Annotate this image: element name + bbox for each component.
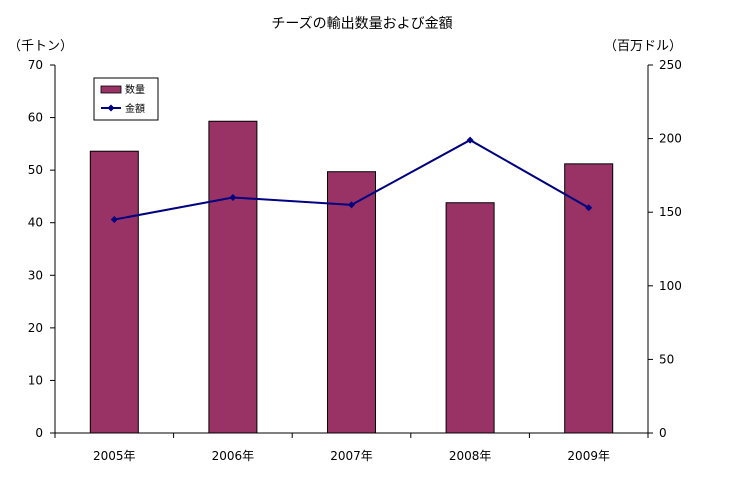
tick-labels: 0 10 20 30 40 50 60 70 0 50 100 150 200 250 2005年 2006年… (28, 58, 682, 463)
x-tick-label: 2007年 (330, 449, 373, 463)
right-tick-label: 50 (659, 352, 674, 366)
right-axis-unit-label: （百万ドル） (604, 39, 682, 54)
bar-series (89, 120, 614, 434)
legend-bar-swatch (100, 85, 122, 94)
line-point-2007年 (348, 201, 355, 209)
legend-line-marker (107, 104, 115, 112)
legend-label-quantity: 数量 (125, 83, 145, 96)
bar-2007年 (327, 171, 376, 434)
left-tick-label: 30 (28, 268, 43, 282)
line-series (110, 136, 593, 224)
line-point-2009年 (585, 204, 593, 212)
line-point-2008年 (466, 136, 474, 144)
right-tick-label: 0 (659, 426, 667, 440)
bar-2008年 (445, 202, 495, 434)
axes (50, 64, 653, 438)
right-tick-label: 250 (659, 58, 682, 72)
right-tick-label: 100 (659, 279, 682, 293)
x-tick-label: 2009年 (567, 449, 610, 463)
chart-title: チーズの輸出数量および金額 (271, 16, 452, 32)
bar-2006年 (208, 120, 258, 434)
legend: 数量 金額 (93, 77, 159, 121)
legend-label-amount: 金額 (125, 102, 145, 115)
line-point-2006年 (229, 193, 237, 201)
left-tick-label: 20 (28, 321, 43, 335)
left-axis-unit-label: （千トン） (8, 39, 73, 54)
left-tick-label: 50 (28, 163, 43, 177)
right-tick-label: 150 (659, 205, 682, 219)
left-tick-label: 10 (28, 373, 43, 387)
x-tick-label: 2006年 (212, 449, 255, 463)
left-tick-label: 60 (28, 111, 43, 125)
right-tick-label: 200 (659, 132, 682, 146)
line-point-2005年 (110, 216, 118, 224)
x-tick-label: 2008年 (449, 449, 492, 463)
bar-2009年 (564, 163, 614, 434)
legend-box (93, 77, 159, 121)
left-tick-label: 0 (35, 426, 43, 440)
bar-2005年 (89, 150, 139, 434)
left-tick-label: 40 (28, 216, 43, 230)
left-tick-label: 70 (28, 58, 43, 72)
x-tick-label: 2005年 (93, 449, 136, 463)
